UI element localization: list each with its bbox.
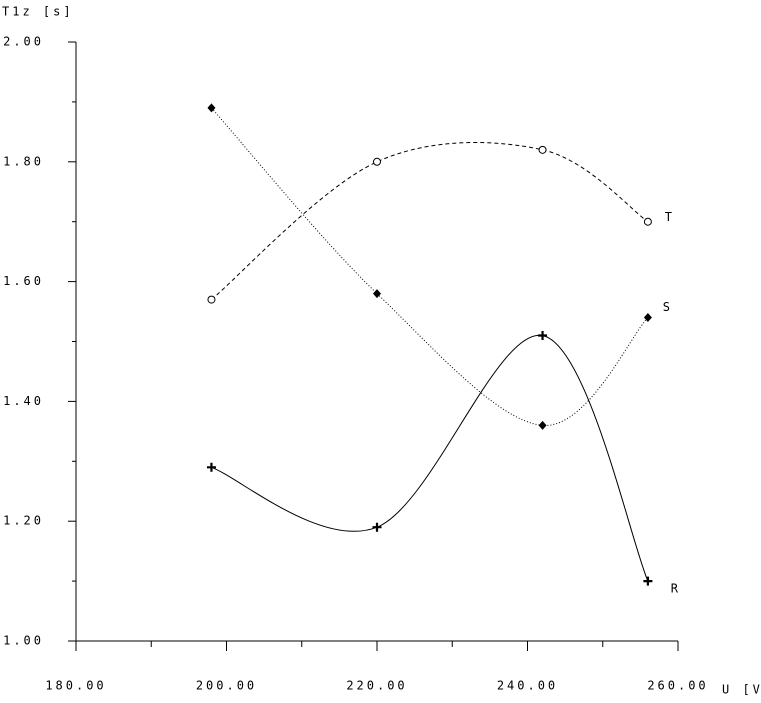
x-tick-label: 180.00 [45, 679, 106, 693]
y-tick-label: 2.00 [3, 35, 44, 49]
series-line [211, 107, 649, 426]
x-tick-label: 220.00 [346, 679, 407, 693]
point [206, 462, 216, 472]
x-tick-label: 240.00 [497, 679, 558, 693]
y-tick-label: 1.20 [3, 514, 44, 528]
point [538, 420, 547, 430]
x-axis-label: U [V] [722, 683, 761, 697]
y-axis-label: T1z [s] [2, 5, 74, 19]
point [207, 295, 216, 304]
point [538, 331, 548, 341]
y-tick-label: 1.60 [3, 274, 44, 288]
point [643, 313, 652, 323]
series-line [211, 141, 649, 300]
y-tick-label: 1.80 [3, 154, 44, 168]
point [207, 103, 216, 113]
point [372, 522, 382, 532]
point [643, 576, 653, 586]
y-tick-label: 1.40 [3, 394, 44, 408]
series-label: R [671, 582, 681, 596]
point [643, 217, 652, 226]
point [373, 157, 381, 166]
series-line [211, 334, 649, 582]
y-tick-label: 1.00 [3, 634, 44, 648]
x-tick-label: 200.00 [196, 679, 257, 693]
point [538, 145, 547, 154]
series-label: S [663, 300, 673, 314]
point [373, 289, 381, 299]
x-tick-label: 260.00 [647, 679, 708, 693]
series-label: T [665, 210, 675, 224]
